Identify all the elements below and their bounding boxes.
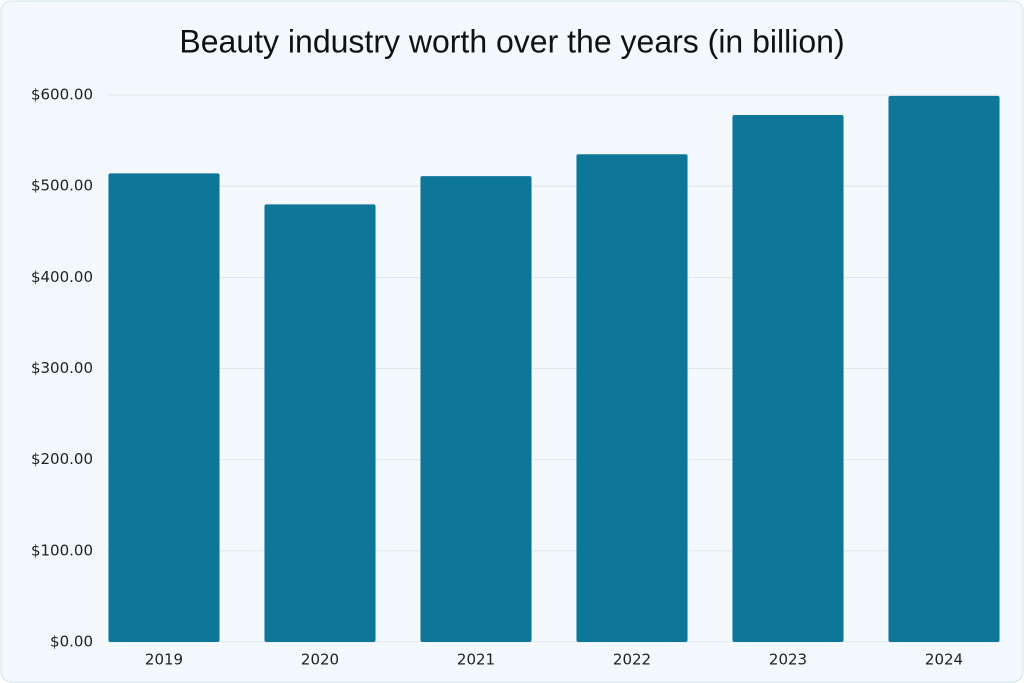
x-tick-label: 2021 (457, 651, 495, 669)
bar (108, 173, 220, 643)
bar (888, 95, 1000, 642)
x-tick-label: 2020 (301, 651, 339, 669)
x-tick-label: 2019 (145, 651, 183, 669)
y-tick-label: $100.00 (31, 541, 93, 559)
y-tick-label: $200.00 (31, 450, 93, 468)
y-tick-label: $500.00 (31, 177, 93, 195)
y-tick-label: $0.00 (50, 633, 93, 651)
bar (576, 154, 688, 642)
bar (420, 176, 532, 642)
bar (732, 115, 844, 643)
x-tick-label: 2023 (769, 651, 807, 669)
bar (264, 204, 376, 642)
chart-title: Beauty industry worth over the years (in… (179, 23, 844, 59)
y-tick-label: $300.00 (31, 359, 93, 377)
x-tick-label: 2022 (613, 651, 651, 669)
y-tick-label: $600.00 (31, 86, 93, 104)
x-tick-label: 2024 (925, 651, 963, 669)
y-tick-label: $400.00 (31, 268, 93, 286)
